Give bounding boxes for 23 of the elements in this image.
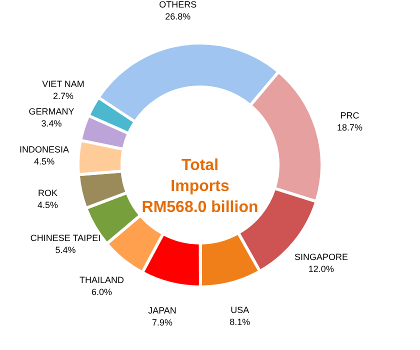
- text: Total Imports RM568.0 billion: [142, 157, 258, 216]
- slice-label: OTHERS: [159, 0, 197, 10]
- data-label: 18.7%: [337, 122, 363, 132]
- slice-label: GERMANY: [28, 106, 74, 116]
- slice-label: SINGAPORE: [294, 252, 348, 262]
- slice-label: JAPAN: [148, 305, 176, 316]
- data-label: 26.8%: [165, 12, 191, 22]
- slice-label: VIET NAM: [42, 78, 84, 89]
- data-label: 7.9%: [152, 317, 172, 328]
- slice-label: CHINESE TAIPEI: [30, 233, 101, 244]
- slice-label: THAILAND: [80, 275, 125, 286]
- slice-label: INDONESIA: [20, 144, 70, 154]
- data-label: 6.0%: [92, 287, 112, 298]
- data-label: 8.1%: [230, 316, 250, 327]
- slice-label: PRC: [340, 110, 360, 120]
- data-label: 3.4%: [41, 118, 62, 128]
- data-label: 5.4%: [55, 245, 76, 256]
- data-label: 2.7%: [52, 90, 74, 101]
- data-label: 4.5%: [38, 200, 58, 210]
- slice-label: USA: [230, 304, 250, 315]
- data-label: 12.0%: [308, 264, 334, 274]
- slice-label: ROK: [38, 188, 58, 198]
- data-label: 4.5%: [34, 156, 55, 166]
